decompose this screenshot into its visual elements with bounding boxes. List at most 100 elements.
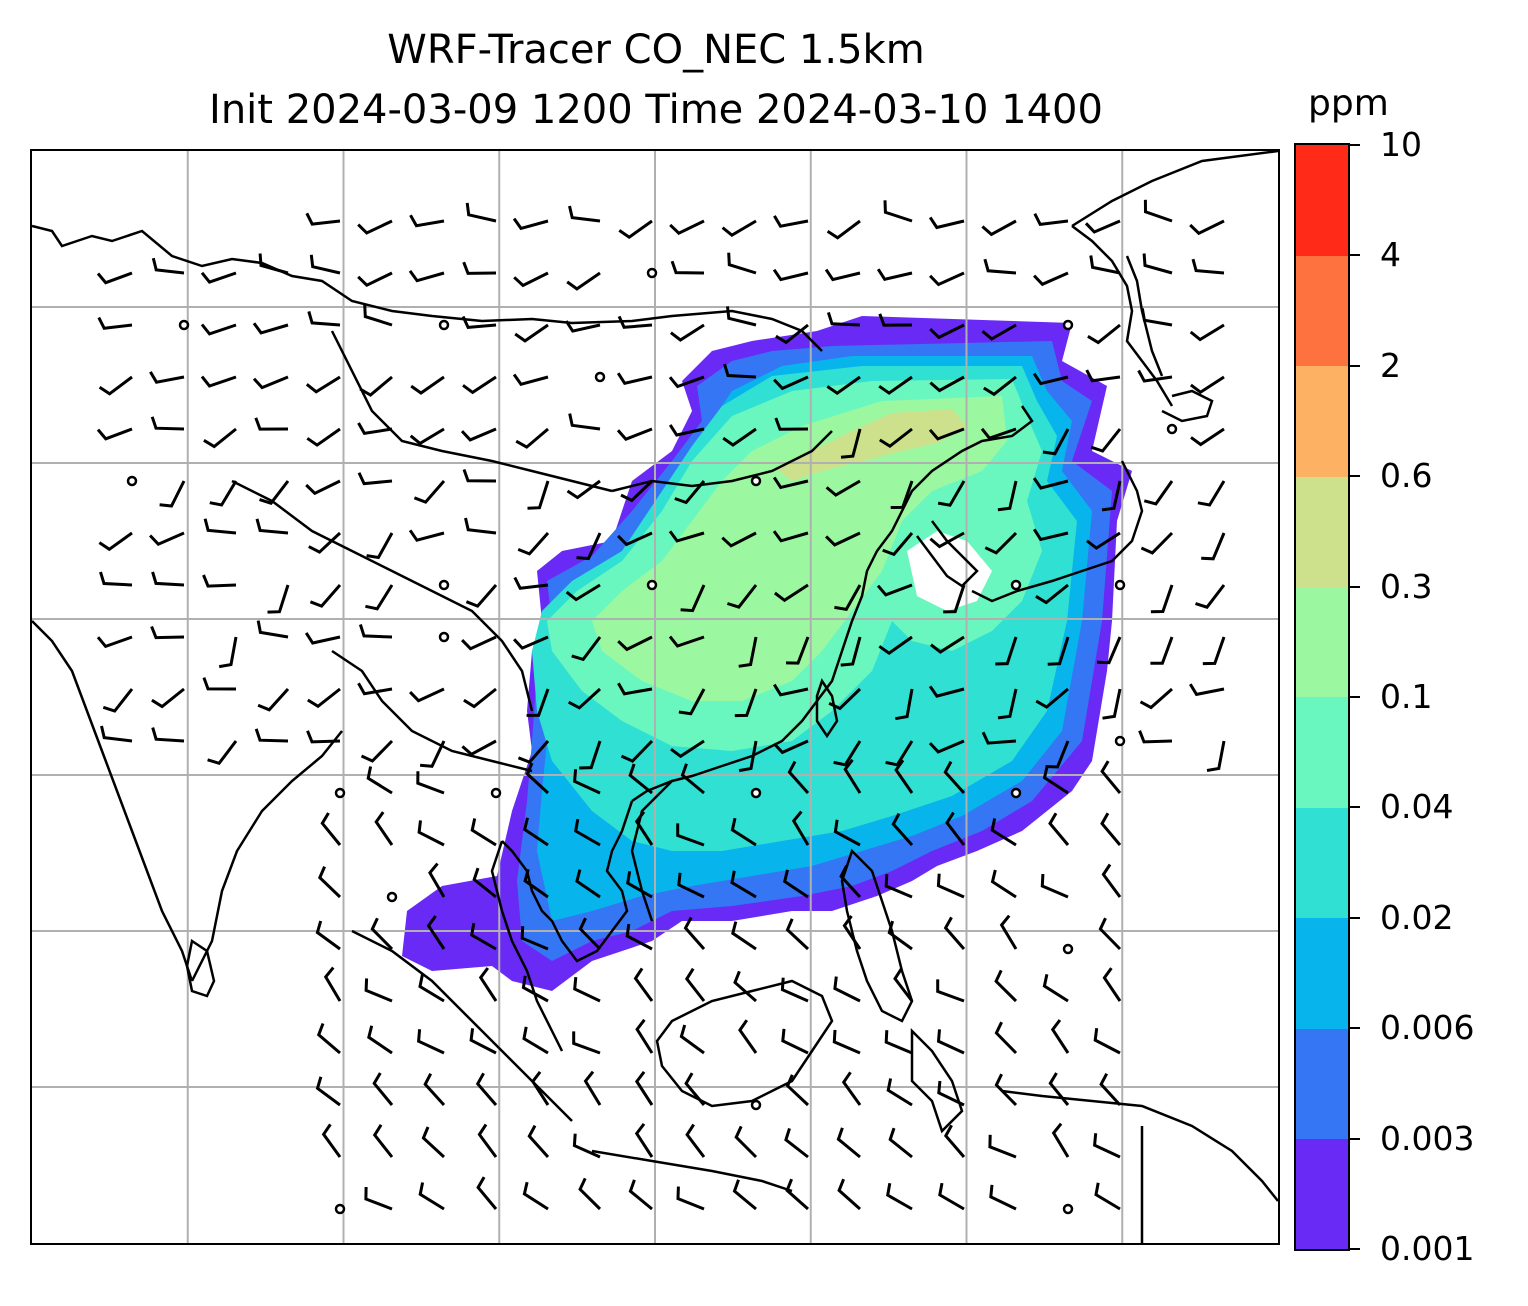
wind-barb [990, 818, 1017, 847]
wind-barb [461, 315, 497, 329]
wind-barb [841, 1071, 862, 1106]
wind-barb [200, 271, 237, 284]
wind-barb [1143, 199, 1173, 223]
wind-barb [618, 219, 653, 240]
wind-barb [928, 685, 965, 698]
wind-barb [365, 584, 394, 611]
wind-barb [628, 1179, 653, 1211]
calm-wind-marker [334, 787, 346, 799]
colorbar-tick [1350, 475, 1360, 478]
wind-barb [1138, 730, 1173, 744]
wind-barb [578, 1177, 602, 1211]
calm-wind-marker [1010, 787, 1022, 799]
colorbar-tick-label: 4 [1380, 235, 1401, 275]
wind-barb [462, 468, 497, 483]
colorbar-tick-label: 0.1 [1380, 677, 1433, 716]
wind-barb [1190, 427, 1225, 447]
wind-barb [617, 635, 653, 652]
wind-barb [305, 375, 341, 394]
wind-barb [514, 323, 549, 343]
wind-barb [677, 872, 705, 899]
wind-barb [357, 472, 393, 486]
wind-barb [418, 974, 445, 1003]
wind-barb [929, 635, 965, 654]
wind-barb [1100, 760, 1122, 794]
calm-wind-marker [594, 371, 606, 383]
wind-barb [150, 416, 185, 431]
wind-barb [1096, 636, 1122, 665]
wind-barb [316, 1022, 341, 1055]
wind-barb [364, 978, 393, 1003]
calm-wind-marker [1166, 423, 1178, 435]
colorbar-segment [1296, 1028, 1348, 1140]
wind-barb [159, 480, 186, 508]
wind-barb [102, 688, 134, 713]
wind-barb [257, 687, 290, 712]
wind-barb [945, 811, 966, 846]
wind-barb [894, 759, 914, 794]
coast-india-west [32, 620, 194, 982]
wind-barb [668, 375, 705, 389]
colorbar-tick-label: 0.3 [1380, 566, 1433, 606]
wind-barb [826, 311, 861, 327]
colorbar-tick [1350, 916, 1360, 919]
wind-barb [676, 1186, 705, 1211]
wind-barb [255, 518, 289, 535]
wind-barb [357, 219, 393, 235]
wind-barb [321, 1123, 342, 1158]
wind-barb [1040, 873, 1069, 899]
wind-barb [887, 920, 913, 951]
wind-barb [1093, 1133, 1121, 1159]
wind-barb [421, 1126, 446, 1159]
wind-barb [738, 636, 758, 668]
wind-barb [357, 422, 393, 436]
wind-barb [151, 571, 185, 587]
wind-barb [727, 252, 757, 275]
wind-barb [1189, 219, 1225, 236]
wind-barb [573, 976, 601, 1003]
wind-barb [882, 532, 914, 557]
coast-russia-north [32, 224, 823, 352]
wind-barb [683, 916, 706, 950]
wind-barb [358, 624, 393, 639]
wind-barb [616, 372, 653, 385]
map-panel[interactable] [30, 149, 1280, 1245]
wind-barb [773, 683, 809, 697]
wind-barb [936, 979, 965, 1003]
wind-barb [678, 688, 706, 716]
border-inland-1 [330, 330, 613, 493]
wind-barb [252, 375, 289, 390]
wind-barb [417, 1029, 445, 1055]
wind-barb [357, 271, 393, 288]
wind-barb [634, 1070, 654, 1106]
wind-barb [203, 427, 237, 449]
wind-barb [943, 760, 966, 795]
calm-wind-marker [386, 891, 398, 903]
calm-wind-marker [750, 475, 762, 487]
wind-barb [366, 532, 394, 560]
wind-barb [1099, 1072, 1122, 1107]
wind-barb [366, 766, 393, 795]
wind-barb [633, 967, 654, 1002]
wind-barb [684, 967, 706, 1002]
wind-barb [983, 258, 1017, 275]
wind-barb [522, 817, 549, 847]
wind-barb [730, 870, 757, 899]
wind-barb [731, 921, 757, 951]
wind-barb [418, 1182, 445, 1211]
wind-barb [218, 636, 238, 669]
wind-barb [884, 1030, 913, 1055]
wind-barb [475, 1072, 498, 1106]
wind-barb [306, 730, 341, 744]
wind-barb [780, 977, 809, 1003]
wind-barb [323, 966, 342, 1002]
wind-barb [565, 583, 601, 602]
wind-barb [305, 212, 341, 226]
calm-wind-marker [178, 319, 190, 331]
colorbar-segment [1296, 365, 1348, 477]
wind-barb [730, 817, 757, 847]
wind-barb [833, 740, 862, 767]
wind-barb [723, 363, 757, 379]
border-inland-2 [231, 479, 534, 712]
colorbar-segment [1296, 807, 1348, 919]
